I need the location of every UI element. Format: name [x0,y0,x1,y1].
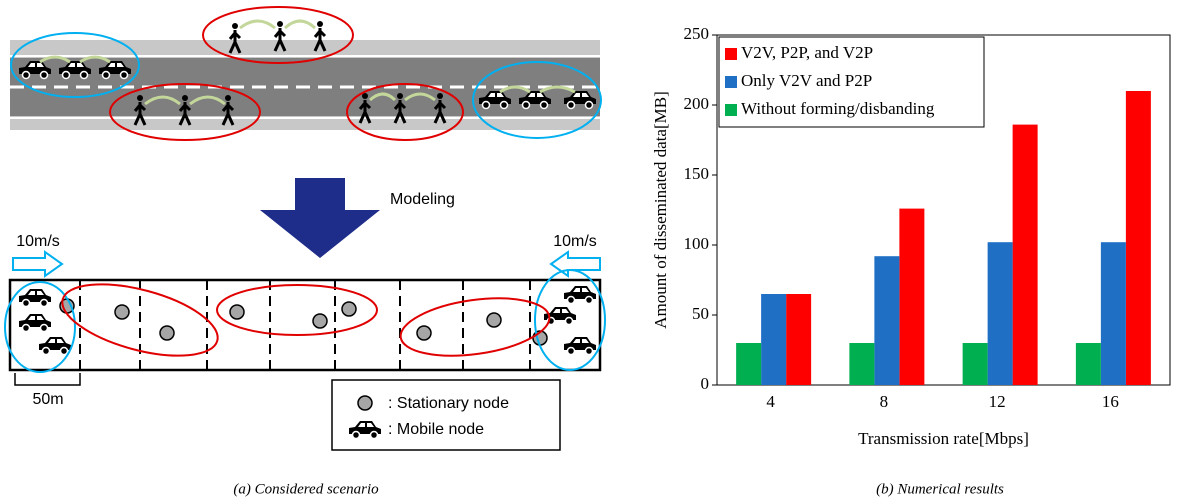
bar [736,343,761,385]
y-tick-label: 50 [692,304,709,323]
distance-label: 50m [32,391,63,408]
bar [1013,125,1038,385]
bar [786,294,811,385]
legend-swatch [725,104,737,116]
x-tick-label: 16 [1102,392,1119,411]
bar [988,242,1013,385]
modeling-arrow [260,178,380,258]
caption: (b) Numerical results [876,481,1004,497]
y-tick-label: 250 [684,24,710,43]
bar [874,256,899,385]
figure: Modeling 10m/s 10m/s 50m : Stationary no… [0,0,1177,504]
bar [761,294,786,385]
bar [963,343,988,385]
legend-label: Without forming/disbanding [741,99,935,118]
caption: (a) Considered scenario [233,481,379,497]
model [5,270,605,385]
speed-label: 10m/s [553,233,597,250]
scenario-legend [332,380,560,450]
bar [1076,343,1101,385]
y-tick-label: 200 [684,94,710,113]
bar [849,343,874,385]
speed-label: 10m/s [16,233,60,250]
y-tick-label: 0 [701,374,710,393]
y-axis-label: Amount of disseminated data[MB] [651,91,670,329]
legend-label: : Mobile node [388,421,484,438]
x-axis-label: Transmission rate[Mbps] [858,429,1029,448]
y-tick-label: 150 [684,164,710,183]
legend-label: V2V, P2P, and V2P [741,43,873,62]
direction-arrow [13,252,62,276]
legend-label: : Stationary node [388,395,509,412]
legend-label: Only V2V and P2P [741,71,872,90]
bar [1126,91,1151,385]
x-tick-label: 12 [989,392,1006,411]
bar [899,209,924,385]
modeling-label: Modeling [390,191,455,208]
bar [1101,242,1126,385]
legend-swatch [725,76,737,88]
legend-swatch [725,48,737,60]
road [10,40,600,130]
x-tick-label: 8 [880,392,889,411]
x-tick-label: 4 [766,392,775,411]
y-tick-label: 100 [684,234,710,253]
